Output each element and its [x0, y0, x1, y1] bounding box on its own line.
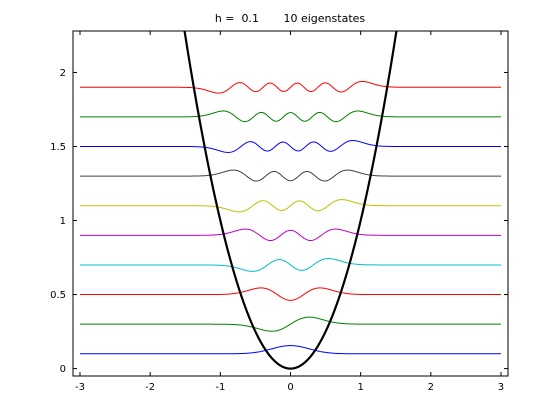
eigenstate-5-line	[80, 199, 501, 213]
y-tick-label: 0	[60, 364, 66, 375]
eigenstate-2-line	[80, 287, 501, 301]
x-tick-label: -1	[215, 382, 225, 393]
x-tick-label: 2	[428, 382, 434, 393]
x-tick-label: 1	[357, 382, 363, 393]
x-axis: -3 -2 -1 0 1 2 3	[75, 31, 504, 393]
potential-line	[183, 31, 398, 370]
y-tick-label: 2	[60, 68, 66, 79]
x-tick-label: 0	[287, 382, 293, 393]
curves-group	[80, 80, 501, 355]
plot-area	[73, 31, 508, 376]
y-axis: 0 0.5 1 1.5 2	[50, 68, 508, 375]
eigenstate-4-line	[80, 228, 501, 242]
eigenstate-8-line	[80, 110, 501, 123]
chart-title: h = 0.1 10 eigenstates	[215, 12, 366, 25]
eigenstate-0-line	[80, 345, 501, 355]
y-tick-label: 1.5	[50, 142, 66, 153]
eigenstate-7-line	[80, 140, 501, 153]
x-tick-label: -3	[75, 382, 85, 393]
potential-group	[183, 31, 398, 370]
y-tick-label: 0.5	[50, 290, 66, 301]
x-tick-label: 3	[498, 382, 504, 393]
eigenstate-6-line	[80, 169, 501, 182]
y-tick-label: 1	[60, 216, 66, 227]
eigenstate-1-line	[80, 316, 501, 332]
x-tick-label: -2	[145, 382, 155, 393]
eigenstate-3-line	[80, 258, 501, 272]
eigenstate-9-line	[80, 80, 501, 94]
